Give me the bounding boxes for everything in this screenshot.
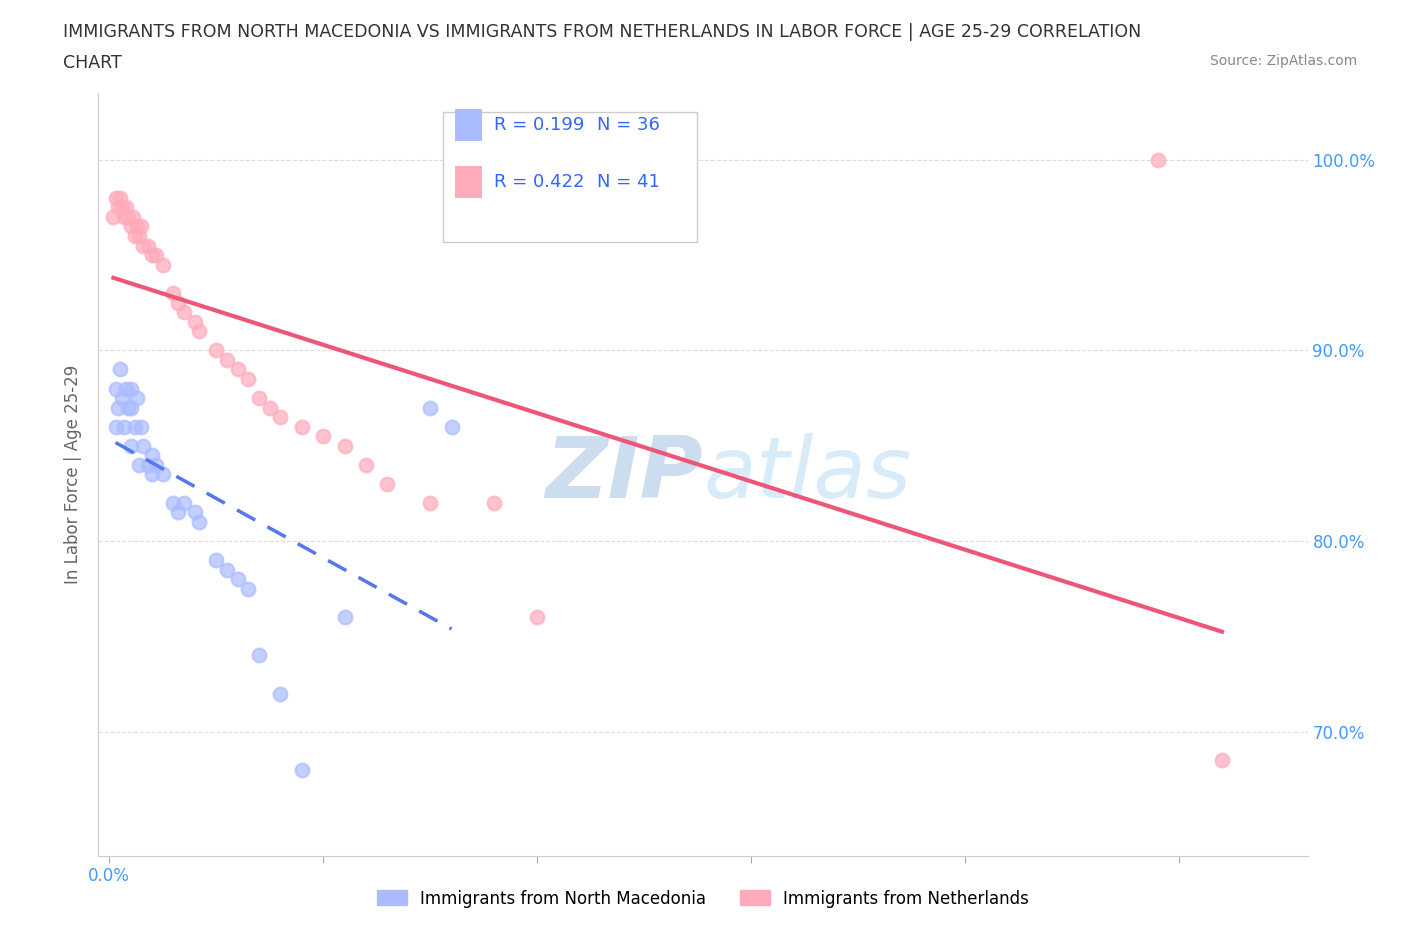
Point: [269, 686, 291, 701]
Point: [115, 200, 138, 215]
Point: [117, 400, 139, 415]
Point: [162, 496, 184, 511]
Point: [226, 362, 249, 377]
Point: [183, 314, 205, 329]
Point: [333, 610, 356, 625]
Point: [111, 200, 134, 215]
Point: [136, 458, 159, 472]
Text: Source: ZipAtlas.com: Source: ZipAtlas.com: [1209, 54, 1357, 68]
Point: [226, 572, 249, 587]
Point: [173, 305, 195, 320]
Point: [117, 209, 139, 224]
Point: [141, 247, 163, 262]
Text: atlas: atlas: [703, 432, 911, 516]
Point: [238, 581, 260, 596]
Point: [166, 505, 188, 520]
Point: [484, 496, 506, 511]
Point: [205, 552, 228, 567]
Point: [112, 209, 135, 224]
Point: [173, 496, 195, 511]
Point: [124, 229, 146, 244]
Point: [333, 438, 356, 453]
Legend: Immigrants from North Macedonia, Immigrants from Netherlands: Immigrants from North Macedonia, Immigra…: [370, 883, 1036, 914]
Y-axis label: In Labor Force | Age 25-29: In Labor Force | Age 25-29: [65, 365, 83, 584]
FancyBboxPatch shape: [456, 166, 482, 198]
Point: [104, 191, 127, 206]
Point: [129, 419, 152, 434]
Point: [125, 391, 148, 405]
Text: N = 41: N = 41: [596, 173, 659, 192]
Point: [215, 352, 238, 367]
Text: ZIP: ZIP: [546, 432, 703, 516]
Point: [121, 209, 143, 224]
Point: [183, 505, 205, 520]
Point: [107, 400, 129, 415]
Point: [166, 295, 188, 310]
Point: [247, 391, 270, 405]
Point: [312, 429, 335, 444]
Point: [526, 610, 548, 625]
Text: R = 0.422: R = 0.422: [494, 173, 585, 192]
Text: IMMIGRANTS FROM NORTH MACEDONIA VS IMMIGRANTS FROM NETHERLANDS IN LABOR FORCE | : IMMIGRANTS FROM NORTH MACEDONIA VS IMMIG…: [63, 23, 1142, 41]
Point: [132, 238, 155, 253]
Point: [120, 438, 142, 453]
Point: [129, 219, 152, 234]
Point: [120, 400, 142, 415]
Point: [238, 371, 260, 387]
Point: [132, 438, 155, 453]
Point: [291, 419, 314, 434]
Point: [104, 419, 127, 434]
Point: [125, 219, 148, 234]
Point: [128, 458, 150, 472]
Point: [124, 419, 146, 434]
Point: [247, 648, 270, 663]
Point: [141, 448, 163, 463]
Point: [205, 343, 228, 358]
Point: [136, 238, 159, 253]
Point: [120, 219, 142, 234]
Point: [215, 562, 238, 577]
Point: [259, 400, 281, 415]
Text: R = 0.199: R = 0.199: [494, 116, 583, 134]
Point: [354, 458, 377, 472]
Point: [188, 324, 211, 339]
Point: [108, 362, 131, 377]
Point: [419, 400, 441, 415]
Point: [141, 467, 163, 482]
Point: [162, 286, 184, 300]
Point: [1146, 153, 1168, 167]
Point: [440, 419, 463, 434]
Point: [269, 409, 291, 424]
Point: [145, 247, 167, 262]
Point: [145, 458, 167, 472]
Point: [375, 476, 398, 491]
Point: [111, 391, 134, 405]
Point: [120, 381, 142, 396]
Point: [188, 514, 211, 529]
Point: [108, 191, 131, 206]
Point: [1211, 752, 1233, 767]
Point: [103, 209, 125, 224]
Text: CHART: CHART: [63, 54, 122, 72]
Point: [112, 419, 135, 434]
Point: [152, 467, 174, 482]
Point: [115, 381, 138, 396]
Point: [107, 200, 129, 215]
FancyBboxPatch shape: [443, 113, 697, 242]
Text: N = 36: N = 36: [596, 116, 659, 134]
Point: [152, 257, 174, 272]
FancyBboxPatch shape: [456, 109, 482, 141]
Point: [104, 381, 127, 396]
Point: [128, 229, 150, 244]
Point: [419, 496, 441, 511]
Point: [291, 763, 314, 777]
